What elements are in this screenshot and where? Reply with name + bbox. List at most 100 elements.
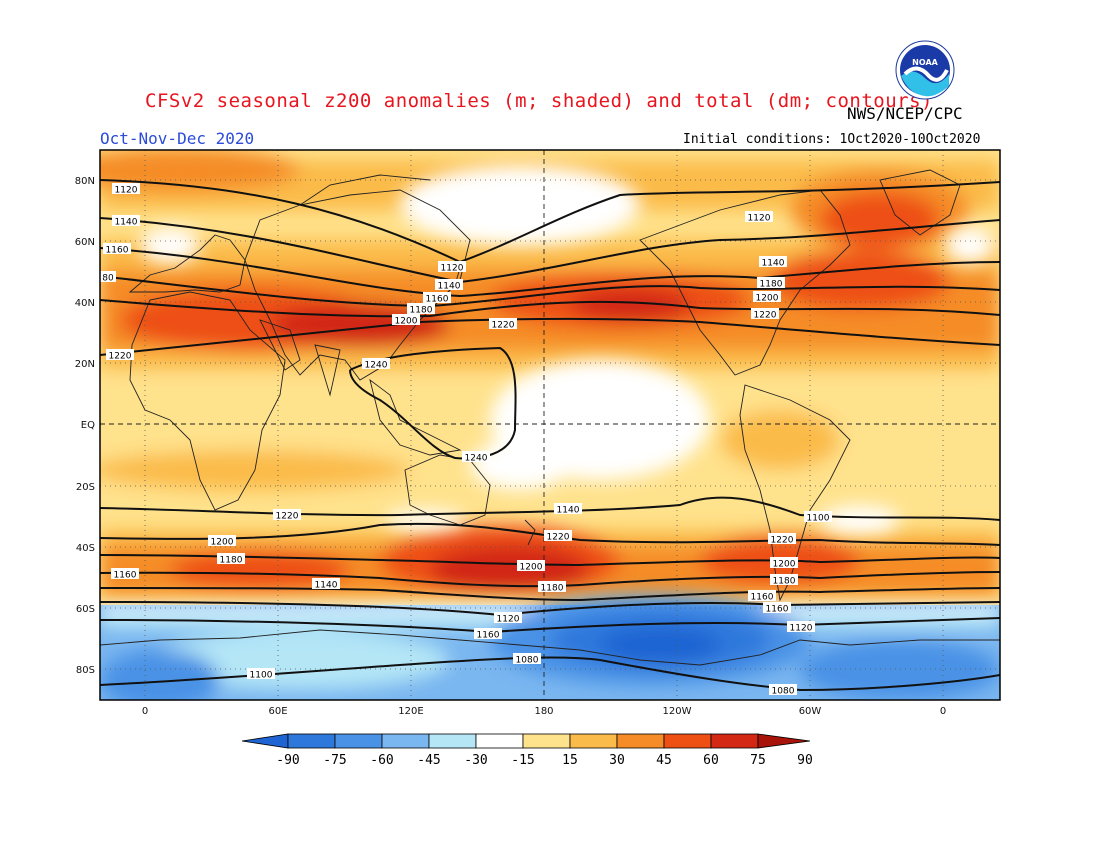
contour-label-bg (517, 560, 545, 571)
contour-label-bg (100, 271, 116, 282)
lat-label-20s: 20S (76, 482, 95, 493)
contour-label-bg (208, 535, 236, 546)
contour-label-bg (217, 553, 245, 564)
contour-label: 1160 (426, 295, 449, 305)
contour-label: 1200 (756, 294, 779, 304)
contour-label: 80 (102, 274, 114, 284)
contour-label: 1200 (520, 563, 543, 573)
contour-label-bg (247, 668, 275, 679)
contour-label: 1100 (807, 514, 830, 524)
contour-label: 1120 (748, 214, 771, 224)
colorbar-box (710, 733, 759, 749)
contour-label: 1180 (773, 577, 796, 587)
contour-label-bg (494, 612, 522, 623)
contour-label-bg (554, 503, 582, 514)
contour-label: 1120 (441, 264, 464, 274)
contour-label-bg (407, 303, 435, 314)
contour-label-bg (112, 215, 140, 226)
contour-label: 1200 (211, 538, 234, 548)
contour-label: 1180 (760, 280, 783, 290)
contour-label: 1220 (771, 536, 794, 546)
agency-label: NWS/NCEP/CPC (847, 104, 963, 123)
contour-label: 1080 (516, 656, 539, 666)
lon-label-120e: 120E (398, 706, 423, 717)
lon-label-120w: 120W (663, 706, 692, 717)
contour-label: 1140 (315, 581, 338, 591)
colorbar-box (475, 733, 524, 749)
colorbar-tick-label: 75 (750, 753, 766, 768)
contour-label: 1140 (438, 282, 461, 292)
contour-label-bg (312, 578, 340, 589)
colorbar-tick-label: 15 (562, 753, 578, 768)
lon-label-0-right: 0 (940, 706, 946, 717)
contour-label: 1240 (465, 454, 488, 464)
contour-label-bg (745, 211, 773, 222)
contour-label: 1200 (395, 317, 418, 327)
contour-label-bg (770, 574, 798, 585)
lat-label-20n: 20N (75, 359, 95, 370)
contour-label: 1160 (106, 246, 129, 256)
contour-label-bg (513, 653, 541, 664)
contour-label-bg (435, 279, 463, 290)
contour-labels: 1120114011608012201200118011601140112012… (100, 183, 832, 697)
contour-label-bg (362, 358, 390, 369)
contour-label-bg (489, 318, 517, 329)
colorbar-max-arrow (757, 733, 811, 749)
contour-label: 1140 (762, 259, 785, 269)
contour-label-bg (759, 256, 787, 267)
colorbar-box (381, 733, 430, 749)
contour-label: 1220 (492, 321, 515, 331)
contour-label: 1180 (410, 306, 433, 316)
contour-label-bg (768, 533, 796, 544)
height-contours (100, 179, 1000, 692)
contour-label-bg (103, 243, 131, 254)
lat-label-80s: 80S (76, 665, 95, 676)
forecast-period: Oct-Nov-Dec 2020 (100, 129, 255, 148)
lat-label-80n: 80N (75, 176, 95, 187)
contour-label: 1220 (276, 512, 299, 522)
contour-label: 1160 (114, 571, 137, 581)
contour-label: 1160 (477, 631, 500, 641)
contour-label-bg (423, 292, 451, 303)
colorbar-box (663, 733, 712, 749)
colorbar-tick-label: -15 (511, 753, 534, 768)
colorbar-box (569, 733, 618, 749)
contour-label: 1220 (109, 352, 132, 362)
contour-label-bg (474, 628, 502, 639)
contour-label-bg (438, 261, 466, 272)
lon-label-0-left: 0 (142, 706, 148, 717)
lon-label-60e: 60E (268, 706, 287, 717)
logo-text: NOAA (912, 58, 938, 67)
noaa-logo-icon: NOAA (895, 40, 955, 100)
contour-label-bg (770, 557, 798, 568)
colorbar-box (287, 733, 336, 749)
contour-label-bg (753, 291, 781, 302)
graticule (100, 150, 1000, 700)
contour-label-bg (106, 349, 134, 360)
colorbar-box (616, 733, 665, 749)
colorbar-min-arrow (241, 733, 289, 749)
lon-label-60w: 60W (799, 706, 822, 717)
chart-title: CFSv2 seasonal z200 anomalies (m; shaded… (145, 90, 933, 112)
contour-label: 1240 (365, 361, 388, 371)
contour-label-bg (111, 568, 139, 579)
contour-label-bg (751, 308, 779, 319)
contour-label: 1080 (772, 687, 795, 697)
lon-label-180: 180 (534, 706, 553, 717)
contour-label: 1220 (547, 533, 570, 543)
contour-label-bg (804, 511, 832, 522)
initial-conditions: Initial conditions: 1Oct2020-10Oct2020 (683, 132, 981, 147)
contour-label: 1220 (754, 311, 777, 321)
colorbar-tick-label: -75 (323, 753, 346, 768)
contour-label-bg (112, 183, 140, 194)
contour-label: 1160 (766, 605, 789, 615)
colorbar-tick-label: 45 (656, 753, 672, 768)
lat-label-eq: EQ (81, 420, 95, 431)
colorbar-tick-label: 90 (797, 753, 813, 768)
contour-label: 1140 (557, 506, 580, 516)
contour-label-bg (769, 684, 797, 695)
contour-label: 1180 (541, 584, 564, 594)
contour-label-bg (538, 581, 566, 592)
